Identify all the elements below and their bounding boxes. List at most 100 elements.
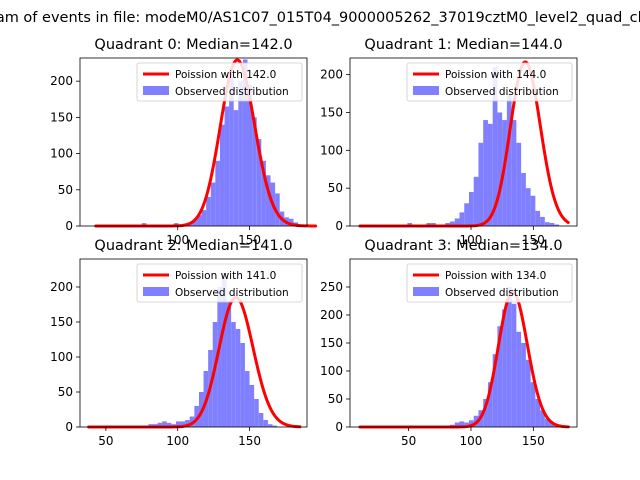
y-tick-label: 200 — [320, 308, 343, 322]
histogram-bar — [483, 399, 488, 427]
histogram-bar — [464, 203, 469, 226]
x-tick-label: 150 — [238, 233, 261, 247]
histogram-bar — [217, 287, 222, 427]
histogram-bar — [196, 215, 202, 226]
histogram-bar — [516, 142, 522, 226]
histogram-bar — [185, 420, 190, 427]
histogram-bar — [238, 81, 243, 226]
histogram-bar — [288, 218, 294, 226]
histogram-bar — [450, 221, 455, 226]
histogram-bar — [219, 124, 225, 226]
axes-frame — [79, 57, 308, 227]
x-tick-label: 100 — [460, 233, 483, 247]
histogram-bar — [175, 421, 181, 427]
histogram-bar — [201, 210, 207, 226]
histogram-bar — [407, 222, 413, 226]
histogram-bar — [454, 422, 460, 427]
histogram-bar — [157, 422, 163, 427]
histogram-bar — [464, 422, 469, 427]
y-tick-label: 0 — [335, 219, 343, 233]
legend-box — [136, 263, 303, 303]
y-tick-label: 0 — [65, 219, 73, 233]
histogram-bar — [224, 106, 230, 226]
histogram-bar — [263, 420, 268, 427]
histogram-bar — [549, 222, 555, 226]
histogram-bar — [506, 287, 512, 427]
histogram-bar — [431, 222, 436, 226]
figure-suptitle: Histogram of events in file: modeM0/AS1C… — [0, 10, 640, 26]
y-tick-label: 100 — [50, 350, 73, 364]
histogram-bar — [502, 309, 507, 427]
histogram-bar — [506, 93, 512, 226]
histogram-bar — [540, 410, 545, 427]
histogram-bar — [468, 191, 474, 226]
axes-frame — [349, 57, 578, 227]
legend-label-observed: Observed distribution — [175, 86, 289, 98]
histogram-bar — [511, 303, 517, 427]
histogram-bar — [212, 322, 218, 427]
histogram-bar — [516, 331, 522, 427]
histogram-bar — [192, 220, 197, 226]
y-tick-label: 200 — [320, 68, 343, 82]
histogram-bar — [226, 301, 232, 427]
histogram-bar — [497, 112, 503, 226]
y-tick-label: 150 — [320, 105, 343, 119]
y-tick-label: 200 — [50, 280, 73, 294]
legend-bar-swatch — [143, 86, 169, 95]
histogram-bar — [267, 424, 273, 427]
histogram-bar — [206, 197, 211, 226]
histogram-bar — [221, 273, 227, 427]
y-tick-label: 150 — [50, 110, 73, 124]
histogram-bar — [535, 399, 541, 427]
legend-bar-swatch — [413, 287, 439, 296]
histogram-bar — [492, 67, 498, 226]
histogram-bar — [530, 195, 536, 226]
histogram-bar — [240, 343, 245, 427]
subplot-title: Quadrant 0: Median=142.0 — [94, 37, 292, 53]
histogram-bar — [261, 160, 266, 226]
histogram-bar — [459, 421, 465, 427]
y-tick-label: 250 — [320, 280, 343, 294]
legend-label-observed: Observed distribution — [445, 287, 559, 299]
histogram-bar — [210, 182, 216, 226]
axes-frame — [79, 258, 308, 428]
histogram-bar — [231, 322, 236, 427]
y-tick-label: 0 — [65, 420, 73, 434]
y-tick-label: 100 — [320, 143, 343, 157]
histogram-bar — [483, 120, 488, 226]
histogram-bar — [426, 222, 432, 226]
legend-label-fit: Poission with 134.0 — [445, 270, 546, 282]
histogram-bar — [554, 224, 560, 226]
x-tick-label: 100 — [166, 434, 189, 448]
histogram-bar — [258, 413, 264, 427]
histogram-bar — [235, 329, 241, 427]
legend-label-fit: Poission with 141.0 — [175, 270, 276, 282]
y-tick-label: 0 — [335, 420, 343, 434]
histogram-bar — [544, 418, 550, 427]
histogram-bar — [194, 406, 199, 427]
histogram-bar — [252, 117, 257, 226]
y-tick-label: 50 — [58, 385, 73, 399]
legend: Poission with 142.0 Observed distribution — [136, 62, 303, 102]
histogram-bar — [511, 120, 517, 226]
histogram-bars — [445, 287, 564, 427]
histogram-bar — [166, 422, 172, 427]
poisson-fit-line — [87, 295, 302, 429]
legend: Poission with 144.0 Observed distribution — [406, 62, 573, 102]
legend-box — [406, 62, 573, 102]
histogram-bar — [521, 343, 526, 427]
y-tick-label: 100 — [320, 364, 343, 378]
histogram-bar — [468, 420, 474, 427]
histogram-bar — [525, 359, 531, 427]
subplot-title: Quadrant 3: Median=134.0 — [364, 238, 562, 254]
legend-label-observed: Observed distribution — [445, 86, 559, 98]
x-tick-label: 50 — [401, 434, 416, 448]
histogram-bar — [244, 371, 250, 427]
histogram-bar — [242, 59, 248, 227]
subplot-3: 50 100 150 0 50 100 150 200 250 Quadrant 3: Media… — [320, 238, 578, 448]
y-tick-label: 150 — [50, 315, 73, 329]
histogram-bar — [233, 110, 239, 226]
histogram-bar — [487, 123, 493, 226]
y-tick-label: 50 — [58, 183, 73, 197]
